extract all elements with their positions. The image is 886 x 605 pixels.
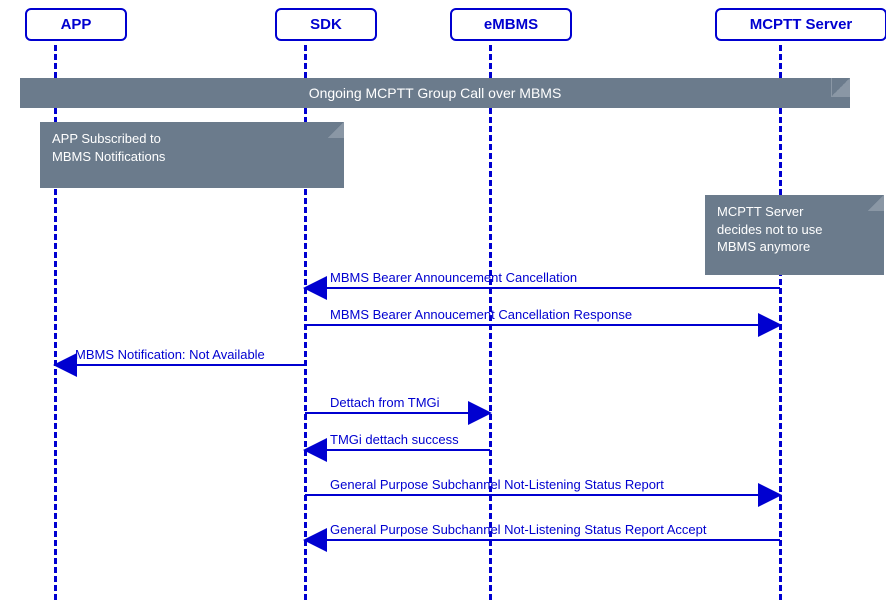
msg-label: MBMS Bearer Annoucement Cancellation Res… bbox=[330, 307, 632, 322]
participant-embms: eMBMS bbox=[450, 8, 572, 41]
msg-label: General Purpose Subchannel Not-Listening… bbox=[330, 522, 707, 537]
msg-label: TMGi dettach success bbox=[330, 432, 459, 447]
note-line: MBMS Notifications bbox=[52, 148, 332, 166]
sequence-diagram: APP SDK eMBMS MCPTT Server Ongoing MCPTT… bbox=[0, 0, 886, 605]
fold-icon bbox=[868, 195, 884, 211]
fold-icon bbox=[831, 78, 850, 97]
msg-label: Dettach from TMGi bbox=[330, 395, 440, 410]
participant-sdk: SDK bbox=[275, 8, 377, 41]
note-line: MCPTT Server bbox=[717, 203, 872, 221]
banner-text: Ongoing MCPTT Group Call over MBMS bbox=[20, 85, 850, 101]
note-line: decides not to use bbox=[717, 221, 872, 239]
msg-label: General Purpose Subchannel Not-Listening… bbox=[330, 477, 664, 492]
banner-ongoing-call: Ongoing MCPTT Group Call over MBMS bbox=[20, 78, 850, 108]
lifeline-server bbox=[779, 45, 782, 600]
note-line: MBMS anymore bbox=[717, 238, 872, 256]
msg-label: MBMS Bearer Announcement Cancellation bbox=[330, 270, 577, 285]
participant-server: MCPTT Server bbox=[715, 8, 886, 41]
note-app-subscribed: APP Subscribed to MBMS Notifications bbox=[40, 122, 344, 188]
fold-icon bbox=[328, 122, 344, 138]
note-line: APP Subscribed to bbox=[52, 130, 332, 148]
participant-app: APP bbox=[25, 8, 127, 41]
lifeline-embms bbox=[489, 45, 492, 600]
msg-label: MBMS Notification: Not Available bbox=[75, 347, 265, 362]
note-server-decision: MCPTT Server decides not to use MBMS any… bbox=[705, 195, 884, 275]
